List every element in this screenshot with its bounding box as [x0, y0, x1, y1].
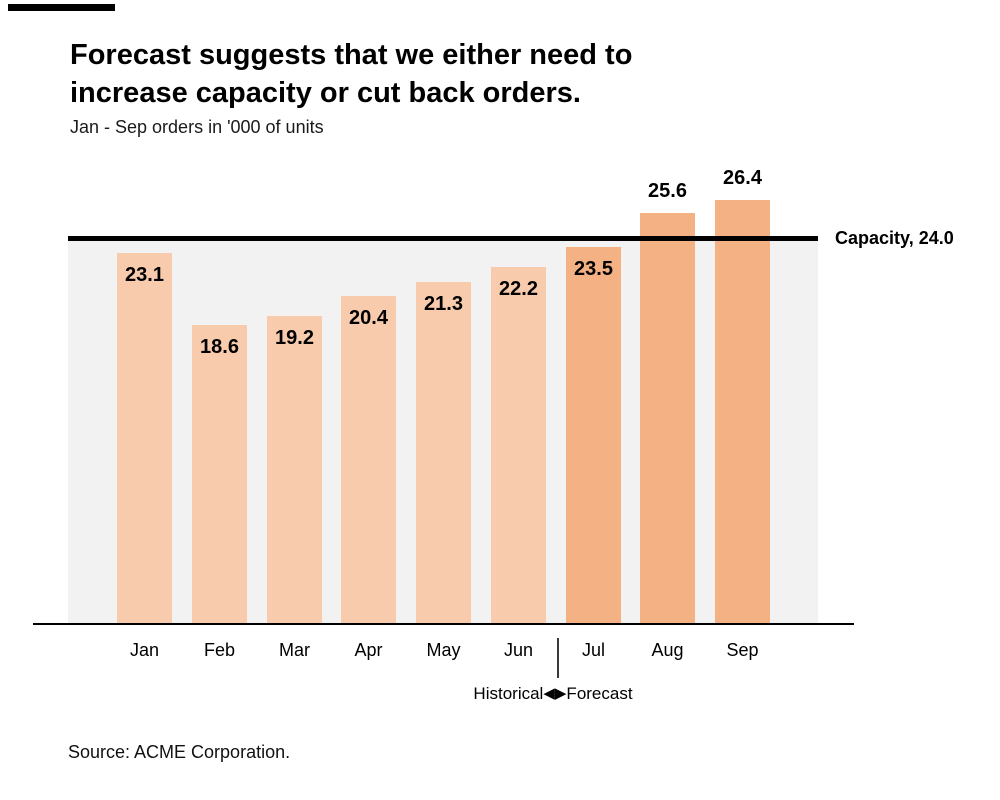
bar-aug [640, 213, 695, 624]
bar-value-sep: 26.4 [723, 167, 762, 189]
bar-value-may: 21.3 [424, 293, 463, 315]
right-triangle-icon: ▶ [554, 685, 567, 702]
historical-forecast-annotation: Historical ◀ ▶ Forecast [473, 685, 632, 703]
x-tick-feb: Feb [203, 640, 236, 660]
page-title-line-1: Forecast suggests that we either need to [70, 39, 633, 71]
capacity-reference-line [68, 236, 818, 241]
bar-jan [117, 253, 172, 624]
bar-apr [341, 296, 396, 624]
bar-jun [491, 267, 546, 624]
x-axis-line [33, 623, 854, 625]
bar-value-aug: 25.6 [648, 180, 687, 202]
historical-phase-label: Historical [473, 684, 544, 703]
x-tick-jan: Jan [129, 640, 160, 660]
source-note: Source: ACME Corporation. [68, 742, 291, 762]
x-tick-sep: Sep [726, 640, 759, 660]
x-tick-may: May [426, 640, 461, 660]
x-tick-aug: Aug [651, 640, 684, 660]
page-title-line-2: increase capacity or cut back orders. [70, 77, 581, 109]
page-title: Forecast suggests that we either need to… [70, 36, 870, 112]
capacity-line-label: Capacity, 24.0 [835, 228, 954, 248]
x-tick-mar: Mar [279, 640, 310, 660]
historical-forecast-divider-line [557, 638, 559, 678]
bar-sep [715, 200, 770, 624]
corner-dash-mark [8, 4, 115, 11]
bar-mar [267, 316, 322, 624]
bar-may [416, 282, 471, 624]
chart-subtitle: Jan - Sep orders in '000 of units [70, 117, 324, 137]
x-tick-jun: Jun [503, 640, 534, 660]
bar-jul [566, 247, 621, 624]
left-triangle-icon: ◀ [543, 685, 555, 702]
bar-feb [192, 325, 247, 624]
bar-value-jul: 23.5 [574, 258, 613, 280]
bar-value-mar: 19.2 [275, 327, 314, 349]
forecast-phase-label: Forecast [566, 684, 633, 703]
x-tick-apr: Apr [354, 640, 383, 660]
bar-value-feb: 18.6 [200, 336, 239, 358]
bar-value-jun: 22.2 [499, 278, 538, 300]
bar-value-jan: 23.1 [125, 264, 164, 286]
bar-value-apr: 20.4 [349, 307, 388, 329]
x-tick-jul: Jul [581, 640, 606, 660]
